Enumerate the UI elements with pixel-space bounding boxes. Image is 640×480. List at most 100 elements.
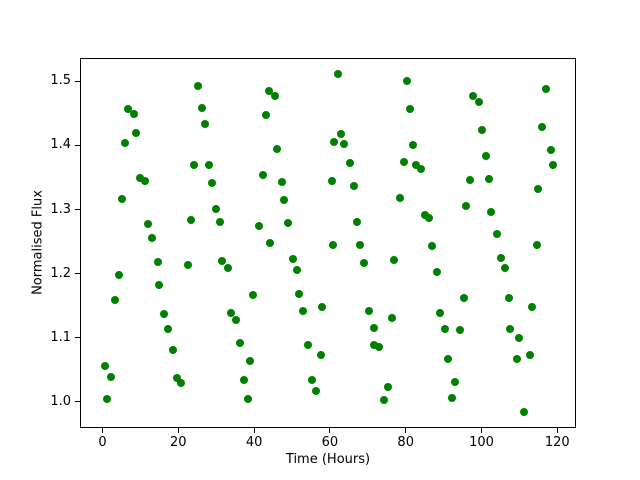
data-point xyxy=(329,138,338,147)
data-point xyxy=(101,362,110,371)
data-point xyxy=(240,376,249,385)
data-point xyxy=(312,387,320,396)
data-point xyxy=(487,207,496,216)
data-point xyxy=(477,125,486,134)
y-tick-mark xyxy=(75,144,80,146)
data-point xyxy=(189,160,198,169)
data-point xyxy=(245,357,254,366)
data-point xyxy=(307,375,316,384)
data-point xyxy=(346,159,355,168)
x-tick-label: 20 xyxy=(170,435,187,450)
y-tick-label: 1.0 xyxy=(50,393,71,409)
data-point xyxy=(459,294,468,303)
plot-area xyxy=(80,58,576,428)
data-point xyxy=(542,84,551,93)
data-point xyxy=(474,98,483,107)
data-point xyxy=(186,216,195,225)
x-tick-mark xyxy=(102,428,103,433)
data-point xyxy=(293,265,302,274)
data-point xyxy=(532,241,541,250)
data-point xyxy=(481,152,490,161)
data-point xyxy=(264,87,273,96)
x-tick-mark xyxy=(253,428,255,433)
data-point xyxy=(528,303,537,312)
data-point xyxy=(120,138,129,147)
data-point xyxy=(115,271,124,280)
data-point xyxy=(485,174,494,183)
y-tick-label: 1.2 xyxy=(50,265,71,281)
data-point xyxy=(451,378,460,387)
data-point xyxy=(427,241,436,250)
data-point xyxy=(288,255,297,264)
data-point xyxy=(387,314,396,323)
data-point xyxy=(159,309,168,318)
data-point xyxy=(208,179,217,188)
x-tick-label: 0 xyxy=(98,435,107,450)
data-point xyxy=(117,195,126,204)
data-point xyxy=(216,217,225,226)
data-point xyxy=(304,341,313,350)
data-point xyxy=(369,341,378,350)
data-point xyxy=(375,343,384,352)
data-point xyxy=(514,333,523,342)
data-point xyxy=(172,373,181,382)
y-tick-mark xyxy=(75,337,80,339)
data-point xyxy=(168,345,177,354)
data-point xyxy=(390,255,399,264)
x-axis-label: Time (Hours) xyxy=(285,452,371,467)
y-tick-mark xyxy=(75,209,80,211)
data-point xyxy=(249,290,258,299)
data-point xyxy=(111,296,120,305)
y-tick-label: 1.4 xyxy=(50,137,71,153)
data-point xyxy=(271,91,280,100)
data-point xyxy=(505,293,514,302)
data-point xyxy=(497,254,506,263)
data-point xyxy=(140,177,149,186)
data-point xyxy=(355,241,364,250)
x-tick-mark xyxy=(481,428,482,433)
data-point xyxy=(501,264,510,273)
data-point xyxy=(193,82,202,91)
data-point xyxy=(492,230,501,239)
data-point xyxy=(399,157,408,166)
data-point xyxy=(132,129,141,138)
data-point xyxy=(456,325,465,334)
data-point xyxy=(280,196,289,205)
data-point xyxy=(298,307,307,316)
data-point xyxy=(329,241,338,250)
data-point xyxy=(129,109,138,118)
data-point xyxy=(402,77,411,86)
data-point xyxy=(295,289,304,298)
y-tick-label: 1.1 xyxy=(50,329,71,345)
data-point xyxy=(337,130,346,139)
data-point xyxy=(244,395,253,404)
y-tick-label: 1.5 xyxy=(50,73,71,89)
data-point xyxy=(548,160,557,169)
data-point xyxy=(468,91,477,100)
data-point xyxy=(383,383,392,392)
data-point xyxy=(124,105,133,114)
data-point xyxy=(352,217,361,226)
data-point xyxy=(235,339,244,348)
data-point xyxy=(546,146,555,155)
data-point xyxy=(537,122,546,131)
data-point xyxy=(360,259,369,268)
data-point xyxy=(106,372,115,381)
data-point xyxy=(273,145,282,154)
data-point xyxy=(266,239,275,248)
data-point xyxy=(408,140,417,149)
data-point xyxy=(526,351,535,360)
data-point xyxy=(519,407,528,416)
data-point xyxy=(417,165,426,174)
data-point xyxy=(197,103,206,112)
data-point xyxy=(462,202,471,211)
data-point xyxy=(406,104,414,113)
data-point xyxy=(148,234,157,243)
x-tick-mark xyxy=(177,428,179,433)
data-point xyxy=(201,120,210,129)
x-tick-label: 40 xyxy=(245,435,263,450)
data-point xyxy=(411,160,420,169)
data-point xyxy=(218,257,227,266)
data-point xyxy=(277,178,286,187)
data-point xyxy=(512,355,521,364)
